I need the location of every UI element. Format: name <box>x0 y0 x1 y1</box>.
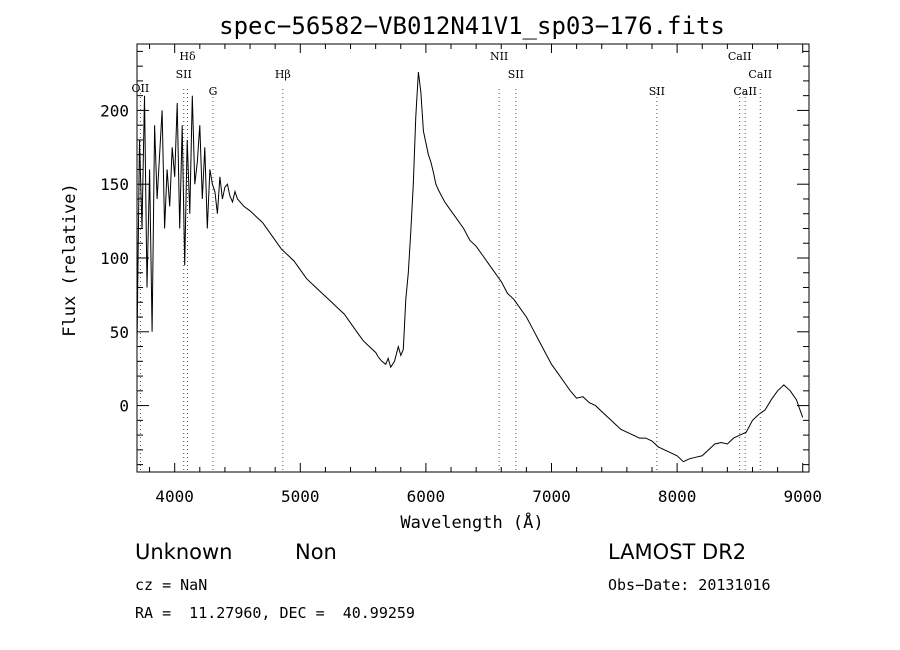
plot-frame <box>136 43 810 473</box>
coordinates-text: RA = 11.27960, DEC = 40.99259 <box>135 604 415 622</box>
chart-title: spec−56582−VB012N41V1_sp03−176.fits <box>219 12 725 40</box>
spectral-line-label: CaII <box>748 68 772 81</box>
spectral-line-label: Hβ <box>275 68 291 81</box>
x-tick-label: 5000 <box>281 487 320 506</box>
spectral-line-label: G <box>209 85 218 98</box>
y-axis: 0 50 100 150 200 <box>100 50 809 466</box>
y-tick-label: 200 <box>100 101 129 120</box>
x-tick-label: 7000 <box>532 487 571 506</box>
subclass-label: Non <box>295 540 337 564</box>
x-tick-label: 9000 <box>783 487 822 506</box>
x-axis: 4000 5000 6000 7000 8000 9000 <box>149 44 822 506</box>
y-tick-label: 0 <box>119 397 129 416</box>
y-tick-label: 150 <box>100 175 129 194</box>
spectral-line-label: NII <box>490 50 508 63</box>
survey-label: LAMOST DR2 <box>608 540 747 564</box>
redshift-text: cz = NaN <box>135 576 208 594</box>
spectral-line-label: CaII <box>728 50 752 63</box>
x-tick-label: 8000 <box>658 487 697 506</box>
spectral-line-label: SII <box>508 68 524 81</box>
x-tick-label: 4000 <box>155 487 194 506</box>
spectral-line-label: CaII <box>733 85 757 98</box>
spectrum-line <box>136 71 804 463</box>
x-axis-label: Wavelength (Å) <box>400 511 543 533</box>
spectral-line-label: OII <box>132 82 150 95</box>
class-label: Unknown <box>135 540 233 564</box>
y-tick-label: 50 <box>110 323 129 342</box>
y-tick-label: 100 <box>100 249 129 268</box>
spectral-line-label: Hδ <box>179 50 196 63</box>
y-axis-label: Flux (relative) <box>60 183 80 337</box>
spectral-line-label: SII <box>649 85 665 98</box>
obs-date-text: Obs−Date: 20131016 <box>608 576 771 594</box>
spectral-line-label: SII <box>176 68 192 81</box>
x-tick-label: 6000 <box>407 487 446 506</box>
